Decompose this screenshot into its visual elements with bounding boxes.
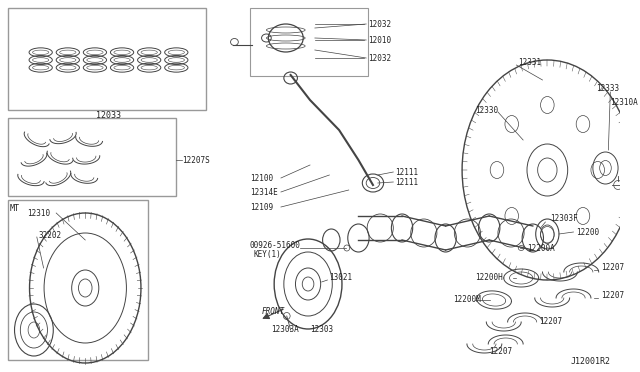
Text: 12010: 12010 [368, 35, 391, 45]
Text: KEY(1): KEY(1) [254, 250, 282, 260]
Text: 12207: 12207 [539, 317, 562, 327]
Text: MT: MT [10, 204, 20, 213]
Text: 12303F: 12303F [550, 214, 578, 222]
Text: 12111: 12111 [396, 177, 419, 186]
Bar [8, 118, 176, 196]
Text: 12200: 12200 [577, 228, 600, 237]
Text: 32202: 32202 [39, 231, 62, 240]
Bar [8, 8, 206, 110]
Text: 12100: 12100 [250, 173, 273, 183]
Text: 12207: 12207 [600, 263, 624, 273]
Text: 12033: 12033 [96, 110, 121, 119]
Text: 12333: 12333 [596, 83, 619, 93]
Text: 12314E: 12314E [250, 187, 278, 196]
Text: 12303A: 12303A [271, 326, 299, 334]
Text: 12111: 12111 [396, 167, 419, 176]
Bar [250, 8, 368, 76]
Text: 12310A: 12310A [611, 97, 638, 106]
Text: 12032: 12032 [368, 54, 391, 62]
Text: 12207: 12207 [489, 347, 513, 356]
Text: 12109: 12109 [250, 202, 273, 212]
Text: 12303: 12303 [310, 326, 333, 334]
Text: 12331: 12331 [518, 58, 541, 67]
Text: 12200H: 12200H [475, 273, 502, 282]
Text: 12207S: 12207S [182, 155, 210, 164]
Text: 12207: 12207 [600, 292, 624, 301]
Text: 12310: 12310 [27, 208, 51, 218]
Text: 12200M: 12200M [453, 295, 481, 305]
Text: 12200A: 12200A [527, 244, 555, 253]
Bar [8, 200, 148, 360]
Text: 12032: 12032 [368, 19, 391, 29]
Text: 13021: 13021 [330, 273, 353, 282]
Text: J12001R2: J12001R2 [570, 357, 611, 366]
Text: 00926-51600: 00926-51600 [250, 241, 301, 250]
Text: 12330: 12330 [475, 106, 498, 115]
Text: FRONT: FRONT [262, 307, 285, 316]
